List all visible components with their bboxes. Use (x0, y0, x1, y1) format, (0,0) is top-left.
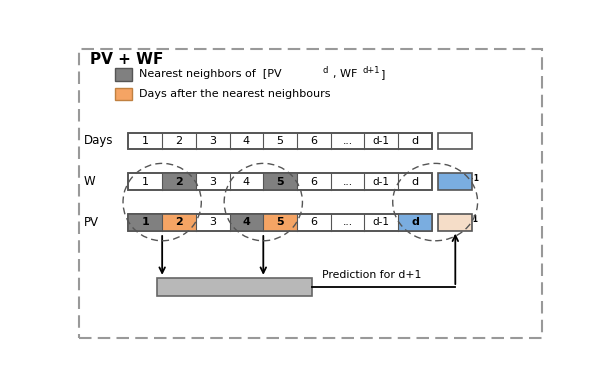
Text: 1: 1 (142, 136, 149, 146)
Text: 5: 5 (276, 177, 284, 187)
Bar (128, 173, 432, 190)
Text: d+1: d+1 (444, 136, 466, 146)
Text: Days: Days (84, 134, 113, 147)
Text: 4: 4 (243, 177, 250, 187)
Text: 2: 2 (176, 136, 182, 146)
Text: 1: 1 (141, 218, 149, 228)
Text: 3: 3 (209, 136, 216, 146)
Text: 6: 6 (310, 218, 318, 228)
Text: d-1: d-1 (373, 177, 390, 187)
Bar (230, 214, 263, 231)
Text: 3: 3 (209, 218, 216, 228)
Text: 5: 5 (276, 218, 284, 228)
Text: 6: 6 (310, 136, 318, 146)
Bar (128, 214, 162, 231)
Text: PV + WF: PV + WF (90, 52, 163, 67)
Bar (263, 173, 297, 190)
Text: d+1: d+1 (462, 174, 479, 183)
Text: PV: PV (84, 216, 99, 229)
Text: W: W (84, 175, 95, 188)
Bar (115, 88, 132, 100)
Bar (128, 173, 432, 190)
Text: 2: 2 (175, 218, 183, 228)
Text: , WF: , WF (333, 69, 358, 79)
Bar (115, 68, 132, 80)
Text: Days after the nearest neighbours: Days after the nearest neighbours (139, 89, 331, 99)
Text: ...: ... (342, 218, 353, 228)
Text: Nearest neighbors of  [PV: Nearest neighbors of [PV (139, 69, 282, 79)
Text: d: d (411, 136, 419, 146)
Bar (157, 278, 312, 296)
Text: 3: 3 (209, 177, 216, 187)
Bar (128, 214, 432, 231)
Bar (128, 214, 432, 231)
Text: d: d (411, 177, 419, 187)
Text: 6: 6 (310, 177, 318, 187)
Bar (439, 214, 472, 231)
Text: Prediction for d+1: Prediction for d+1 (322, 270, 422, 280)
Bar (162, 214, 196, 231)
Text: d: d (322, 66, 328, 75)
Bar (128, 133, 432, 149)
Text: ]: ] (381, 69, 385, 79)
Text: 4: 4 (242, 218, 250, 228)
Bar (439, 133, 472, 149)
Text: ...: ... (342, 177, 353, 187)
Text: Average: Average (207, 280, 262, 293)
Text: 5: 5 (277, 136, 284, 146)
Bar (128, 133, 432, 149)
Text: d-1: d-1 (373, 136, 390, 146)
Text: WF: WF (444, 176, 463, 186)
Text: d: d (411, 218, 419, 228)
Bar (439, 173, 472, 190)
Text: d+1: d+1 (462, 215, 479, 224)
Text: d+1: d+1 (362, 66, 380, 75)
Bar (162, 173, 196, 190)
Text: 2: 2 (175, 177, 183, 187)
Text: PV: PV (446, 217, 462, 227)
Text: 4: 4 (243, 136, 250, 146)
Text: d-1: d-1 (373, 218, 390, 228)
Text: 1: 1 (142, 177, 149, 187)
Bar (263, 214, 297, 231)
Text: ...: ... (342, 136, 353, 146)
Bar (398, 214, 432, 231)
